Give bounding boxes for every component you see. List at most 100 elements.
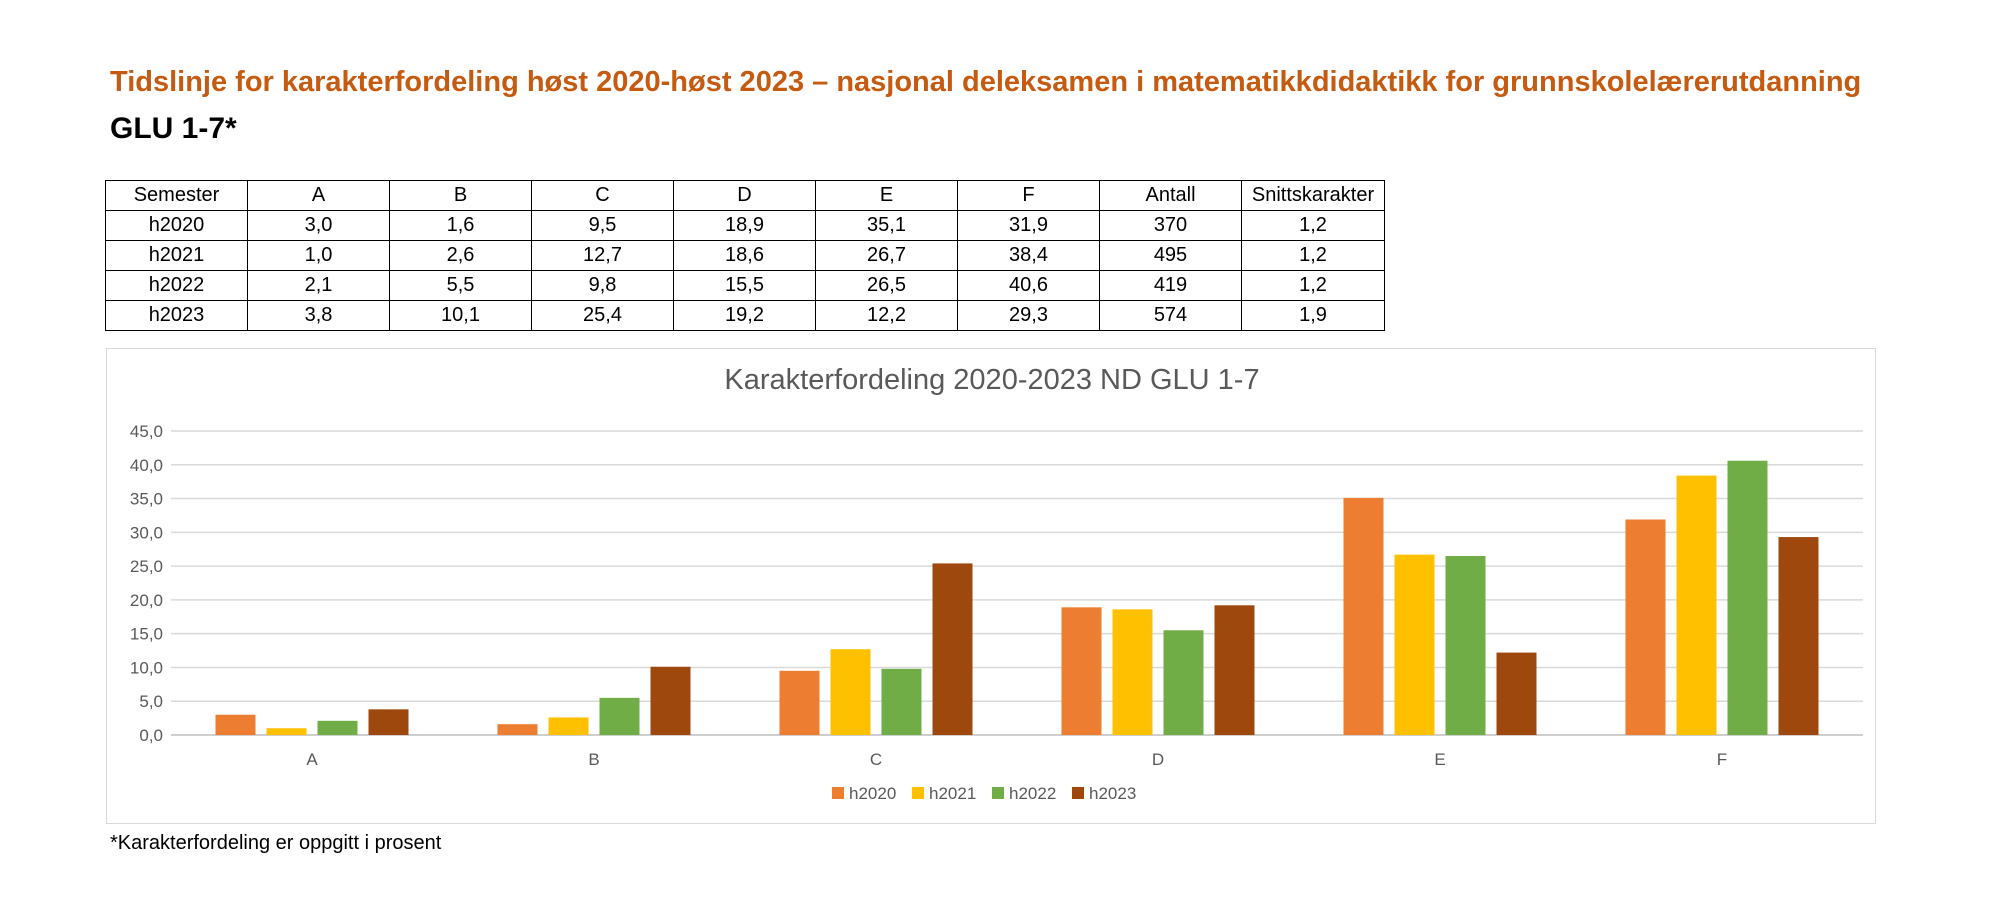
bar-h2023-D [1214,605,1255,735]
table-cell: 370 [1099,210,1242,241]
y-tick-label: 35,0 [130,490,163,509]
legend-swatch-h2022 [992,787,1004,799]
table-cell: 40,6 [957,270,1100,301]
table-cell: 1,2 [1241,270,1385,301]
table-cell: 1,2 [1241,240,1385,271]
legend-label-h2023: h2023 [1089,784,1136,803]
table-header-cell: Antall [1099,180,1242,211]
bar-h2022-E [1445,555,1486,735]
table-cell: 29,3 [957,300,1100,331]
table-header-cell: C [531,180,674,211]
table-cell: 1,2 [1241,210,1385,241]
grade-table: Semester A B C D E F Antall Snittskarakt… [105,180,1385,331]
y-tick-label: 15,0 [130,625,163,644]
bar-h2020-C [779,670,820,735]
table-cell: 26,5 [815,270,958,301]
bar-h2021-A [266,728,307,735]
bar-h2020-F [1625,519,1666,735]
table-header-row: Semester A B C D E F Antall Snittskarakt… [105,180,1385,211]
legend-label-h2021: h2021 [929,784,976,803]
table-cell: 2,6 [389,240,532,271]
bar-h2023-F [1778,537,1819,735]
legend-label-h2022: h2022 [1009,784,1056,803]
table-cell: 19,2 [673,300,816,331]
bar-h2023-A [368,709,409,735]
bar-h2021-E [1394,554,1435,735]
table-cell: h2022 [105,270,248,301]
table-cell: 15,5 [673,270,816,301]
table-cell: 1,9 [1241,300,1385,331]
table-cell: 18,6 [673,240,816,271]
bar-h2021-B [548,717,589,735]
table-cell: 9,5 [531,210,674,241]
bar-h2021-F [1676,475,1717,735]
x-category-label: B [588,750,599,769]
table-cell: h2020 [105,210,248,241]
table-cell: 1,6 [389,210,532,241]
table-cell: 495 [1099,240,1242,271]
table-row: h2020 3,0 1,6 9,5 18,9 35,1 31,9 370 1,2 [105,210,1385,241]
table-cell: 5,5 [389,270,532,301]
table-cell: 574 [1099,300,1242,331]
table-cell: 1,0 [247,240,390,271]
bar-h2020-E [1343,497,1384,735]
bar-h2023-B [650,666,691,735]
table-header-cell: Snittskarakter [1241,180,1385,211]
chart-title: Karakterfordeling 2020-2023 ND GLU 1-7 [724,364,1259,396]
table-cell: 18,9 [673,210,816,241]
table-cell: 9,8 [531,270,674,301]
legend-swatch-h2020 [832,787,844,799]
y-tick-label: 0,0 [139,726,163,745]
legend-swatch-h2021 [912,787,924,799]
table-cell: 10,1 [389,300,532,331]
x-category-label: A [306,750,318,769]
y-tick-label: 30,0 [130,523,163,542]
table-header-cell: D [673,180,816,211]
table-row: h2022 2,1 5,5 9,8 15,5 26,5 40,6 419 1,2 [105,270,1385,301]
footnote: *Karakterfordeling er oppgitt i prosent [110,832,442,854]
bar-h2020-B [497,724,538,735]
table-cell: 419 [1099,270,1242,301]
bar-h2022-F [1727,460,1768,735]
table-header-cell: F [957,180,1100,211]
table-row: h2021 1,0 2,6 12,7 18,6 26,7 38,4 495 1,… [105,240,1385,271]
table-header-cell: E [815,180,958,211]
table-cell: 31,9 [957,210,1100,241]
x-category-label: E [1434,750,1445,769]
table-cell: h2021 [105,240,248,271]
page-title: Tidslinje for karakterfordeling høst 202… [110,66,1862,98]
table-cell: 12,2 [815,300,958,331]
bar-h2022-B [599,697,640,735]
y-tick-label: 10,0 [130,658,163,677]
table-cell: 38,4 [957,240,1100,271]
bar-h2020-A [215,714,256,735]
table-cell: 25,4 [531,300,674,331]
y-tick-label: 45,0 [130,422,163,441]
bar-h2022-A [317,720,358,735]
bar-h2020-D [1061,607,1102,735]
legend-swatch-h2023 [1072,787,1084,799]
table-header-cell: Semester [105,180,248,211]
chart-container: Karakterfordeling 2020-2023 ND GLU 1-7 0… [106,348,1876,824]
x-category-label: D [1152,750,1164,769]
table-cell: 3,8 [247,300,390,331]
table-cell: 35,1 [815,210,958,241]
table-cell: 3,0 [247,210,390,241]
y-tick-label: 25,0 [130,557,163,576]
table-cell: h2023 [105,300,248,331]
page-subtitle: GLU 1-7* [110,112,237,145]
table-header-cell: A [247,180,390,211]
table-cell: 2,1 [247,270,390,301]
y-tick-label: 5,0 [139,692,163,711]
x-category-label: C [870,750,882,769]
y-tick-label: 40,0 [130,456,163,475]
bar-h2023-E [1496,652,1537,735]
bar-h2022-C [881,668,922,735]
bar-h2022-D [1163,630,1204,735]
bar-h2021-C [830,649,871,735]
table-header-cell: B [389,180,532,211]
bar-chart: Karakterfordeling 2020-2023 ND GLU 1-7 0… [130,364,1863,803]
legend-label-h2020: h2020 [849,784,896,803]
table-cell: 12,7 [531,240,674,271]
bar-h2021-D [1112,609,1153,735]
